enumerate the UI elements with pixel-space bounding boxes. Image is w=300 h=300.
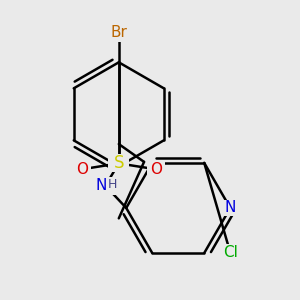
Bar bbox=[105, 24, 132, 41]
Bar bbox=[108, 154, 129, 172]
Bar bbox=[93, 177, 118, 195]
Bar bbox=[73, 161, 91, 178]
Text: Br: Br bbox=[110, 25, 127, 40]
Bar bbox=[147, 161, 165, 178]
Text: O: O bbox=[150, 162, 162, 177]
Text: H: H bbox=[108, 178, 117, 191]
Text: O: O bbox=[76, 162, 88, 177]
Text: Cl: Cl bbox=[223, 245, 238, 260]
Text: S: S bbox=[113, 154, 124, 172]
Bar bbox=[220, 200, 240, 216]
Text: N: N bbox=[225, 200, 236, 215]
Text: N: N bbox=[95, 178, 107, 193]
Bar bbox=[220, 244, 241, 261]
